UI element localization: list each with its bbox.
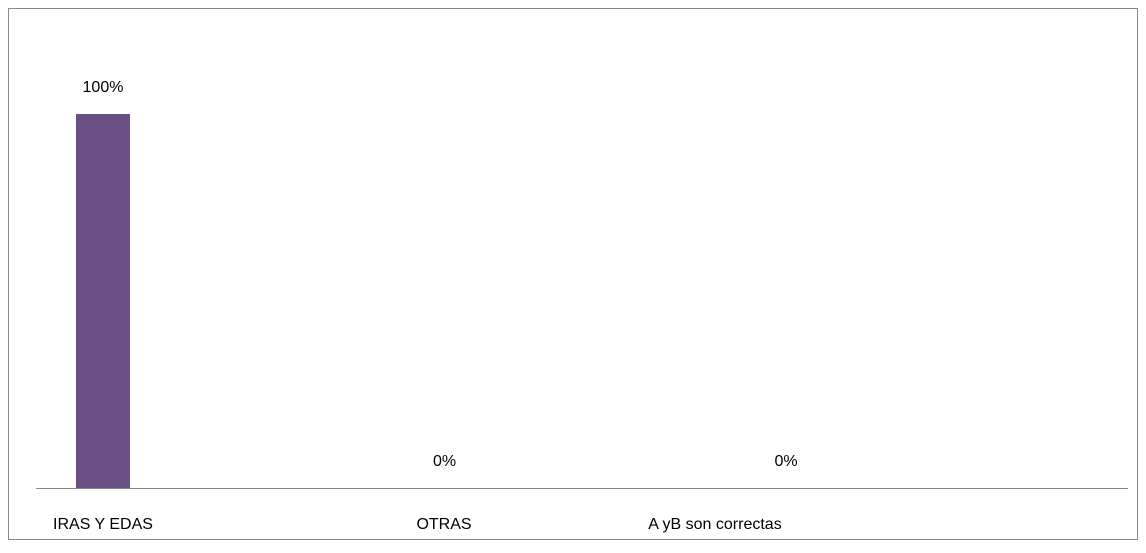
- x-tick-label: A yB son correctas: [648, 516, 781, 533]
- bar: [76, 114, 130, 488]
- chart-border: [8, 8, 1138, 540]
- value-label: 100%: [83, 79, 124, 96]
- x-tick-label: OTRAS: [416, 516, 471, 533]
- x-tick-label: IRAS Y EDAS: [53, 516, 153, 533]
- value-label: 0%: [774, 453, 797, 470]
- value-label: 0%: [433, 453, 456, 470]
